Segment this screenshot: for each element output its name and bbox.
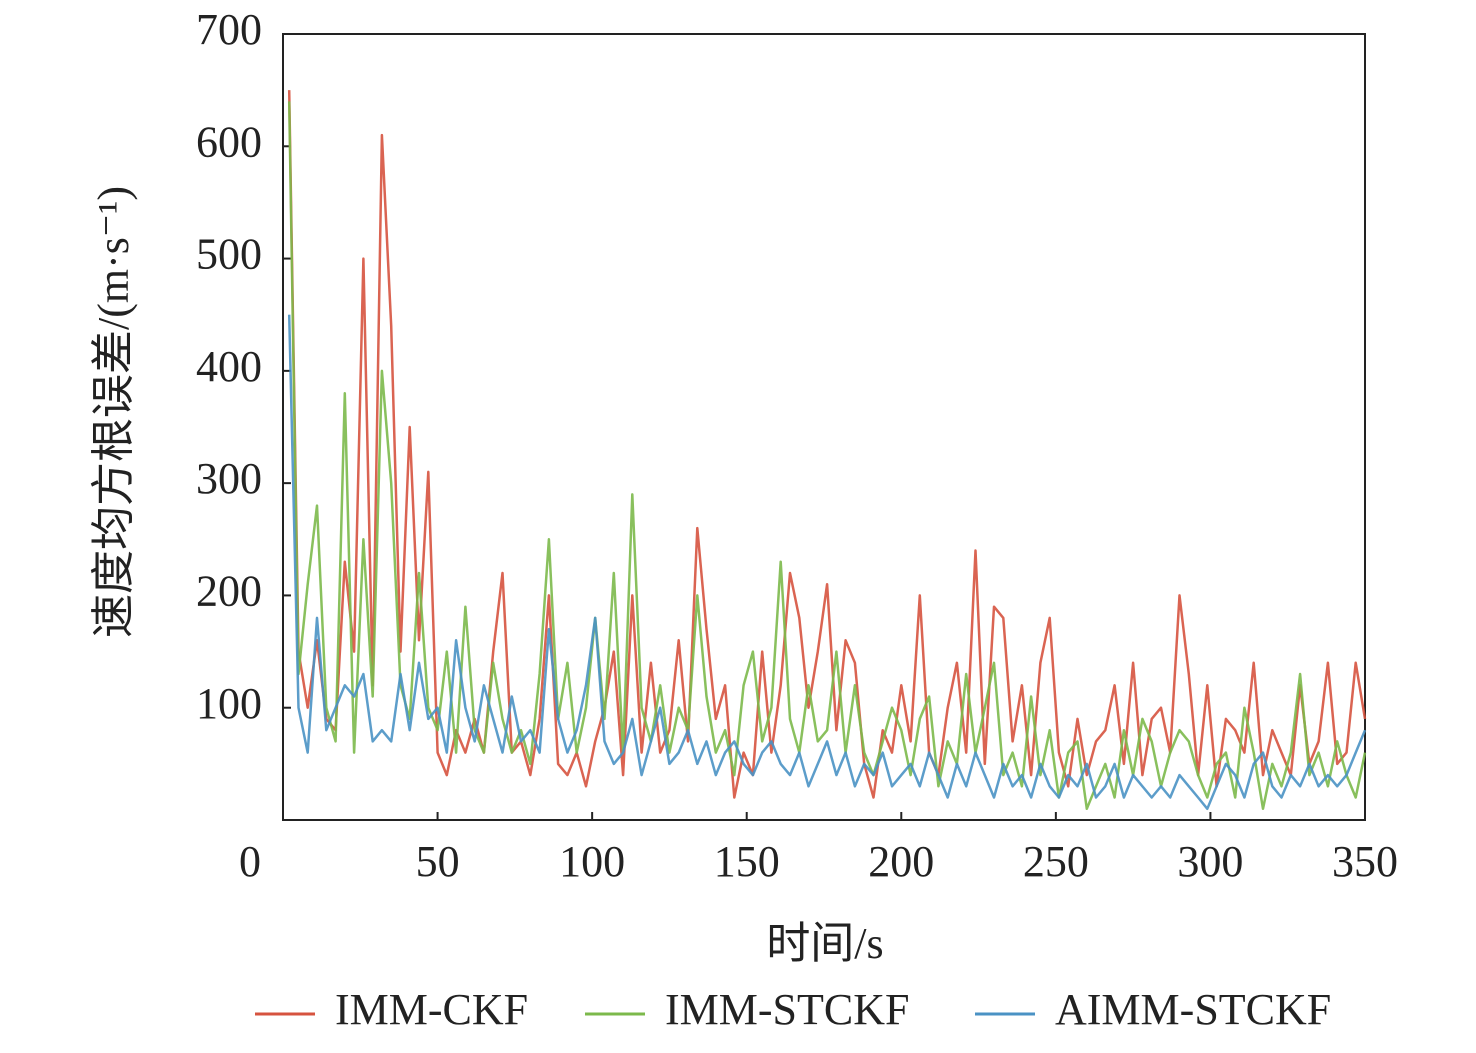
x-tick-label: 250 <box>1023 837 1089 886</box>
x-tick-label: 50 <box>416 837 460 886</box>
x-axis-label: 时间/s <box>766 919 883 968</box>
x-tick-label: 350 <box>1332 837 1398 886</box>
series-line <box>287 101 1367 811</box>
y-tick-label: 300 <box>196 454 262 503</box>
legend-label: AIMM-STCKF <box>1055 985 1331 1034</box>
x-tick-label: 200 <box>868 837 934 886</box>
y-tick-label: 700 <box>196 5 262 54</box>
y-axis-label: 速度均方根误差/(m·s⁻¹) <box>89 186 138 638</box>
series-line <box>287 314 1367 811</box>
x-tick-label: 100 <box>559 837 625 886</box>
y-tick-label: 200 <box>196 567 262 616</box>
y-tick-label: 400 <box>196 342 262 391</box>
x-tick-label: 0 <box>239 837 261 886</box>
y-tick-label: 600 <box>196 117 262 166</box>
plot-frame <box>282 33 1366 821</box>
x-tick-label: 300 <box>1177 837 1243 886</box>
legend-label: IMM-STCKF <box>665 985 910 1034</box>
series-line <box>287 90 1367 799</box>
x-tick-label: 150 <box>714 837 780 886</box>
y-tick-label: 500 <box>196 230 262 279</box>
legend-label: IMM-CKF <box>335 985 528 1034</box>
y-tick-label: 100 <box>196 679 262 728</box>
